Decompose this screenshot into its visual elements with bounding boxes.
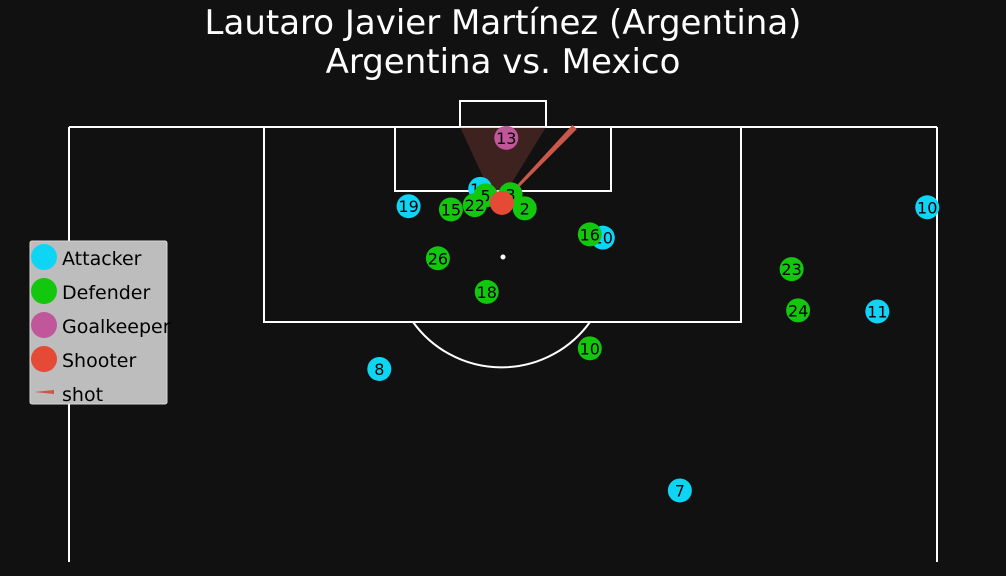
goalkeeper-view-cone [460, 127, 546, 207]
attacker-marker-1: 19 [396, 194, 421, 219]
defender-number: 16 [580, 225, 600, 244]
defender-dot [786, 298, 811, 323]
legend-defender-label: Defender [62, 282, 150, 304]
defender-marker-10: 10 [577, 336, 602, 361]
goalkeeper-marker-0: 13 [494, 125, 519, 150]
defender-number: 5 [481, 186, 491, 205]
penalty-spot [500, 254, 506, 260]
penalty-arc [412, 321, 591, 369]
defender-number: 22 [465, 196, 485, 215]
defender-dot [425, 246, 450, 271]
legend-shot-label: shot [62, 384, 103, 406]
legend-defender-marker [31, 278, 57, 304]
defender-marker-5: 16 [577, 222, 602, 247]
defender-dot [577, 336, 602, 361]
goalkeeper-dot [494, 125, 519, 150]
defender-marker-7: 18 [474, 279, 499, 304]
players-layer: 131819201011873522152162618232410 [367, 124, 940, 503]
legend-shot-marker [34, 390, 54, 394]
attacker-dot [667, 478, 692, 503]
defender-number: 18 [477, 283, 497, 302]
defender-number: 26 [428, 249, 448, 268]
legend-shooter-marker [31, 346, 57, 372]
attacker-dot [915, 195, 940, 220]
chart-title-line2: Argentina vs. Mexico [326, 42, 681, 82]
attacker-marker-4: 11 [865, 299, 890, 324]
attacker-number: 11 [867, 302, 887, 321]
legend-goalkeeper-label: Goalkeeper [62, 316, 171, 338]
defender-marker-4: 2 [512, 196, 537, 221]
attacker-number: 8 [374, 360, 384, 379]
chart-title-line1: Lautaro Javier Martínez (Argentina) [205, 3, 802, 43]
goal-frame [459, 100, 547, 127]
defender-number: 10 [580, 339, 600, 358]
defender-marker-9: 24 [786, 298, 811, 323]
defender-dot [462, 193, 487, 218]
attacker-marker-3: 10 [915, 195, 940, 220]
attacker-dot [367, 356, 392, 381]
goalkeeper-number: 13 [496, 129, 516, 148]
legend-shooter-label: Shooter [62, 350, 136, 372]
attacker-dot [396, 194, 421, 219]
legend-attacker-marker [31, 244, 57, 270]
shooter-marker-0 [489, 190, 514, 215]
shot-trajectory [501, 124, 577, 204]
attacker-number: 19 [398, 197, 418, 216]
defender-marker-3: 15 [438, 197, 463, 222]
legend-attacker-label: Attacker [62, 248, 142, 270]
legend-goalkeeper-marker [31, 312, 57, 338]
attacker-number: 7 [675, 481, 685, 500]
defender-number: 15 [441, 200, 461, 219]
defender-marker-8: 23 [779, 257, 804, 282]
defender-marker-2: 22 [462, 193, 487, 218]
defender-number: 23 [781, 260, 801, 279]
attacker-marker-6: 7 [667, 478, 692, 503]
shooter-dot [489, 190, 514, 215]
attacker-number: 10 [917, 198, 937, 217]
defender-dot [438, 197, 463, 222]
defender-dot [577, 222, 602, 247]
legend: Attacker Defender Goalkeeper Shooter sho… [29, 240, 171, 406]
defender-number: 24 [788, 301, 808, 320]
defender-number: 2 [520, 199, 530, 218]
defender-dot [512, 196, 537, 221]
defender-marker-6: 26 [425, 246, 450, 271]
defender-dot [779, 257, 804, 282]
defender-dot [474, 279, 499, 304]
attacker-dot [865, 299, 890, 324]
attacker-marker-5: 8 [367, 356, 392, 381]
legend-box [29, 240, 168, 405]
